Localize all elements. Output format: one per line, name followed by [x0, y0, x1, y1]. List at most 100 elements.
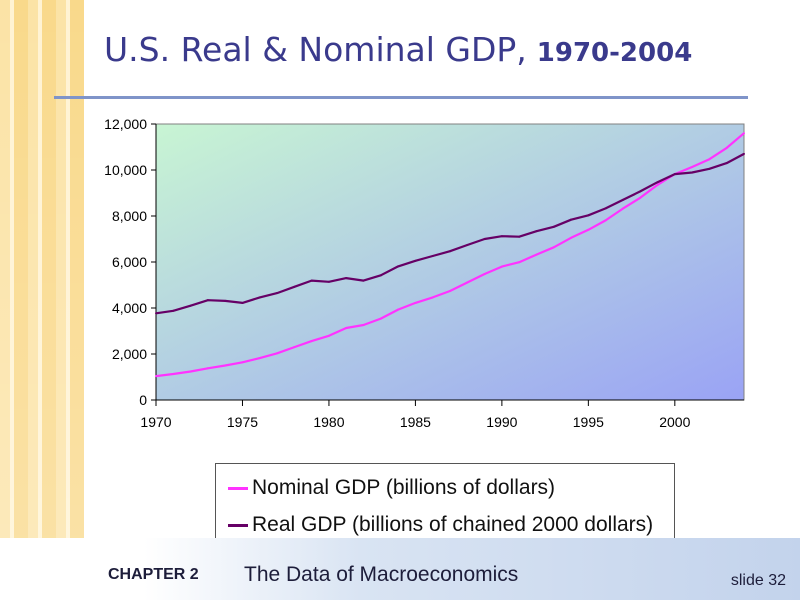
data-point-real [570, 218, 573, 221]
data-point-nominal [449, 289, 451, 292]
chapter-label: CHAPTER 2 [108, 566, 199, 583]
data-point-nominal [276, 352, 279, 355]
x-tick-label: 1980 [313, 414, 344, 430]
data-point-nominal [587, 228, 590, 231]
data-point-real [466, 243, 469, 246]
x-tick-label: 1995 [573, 414, 604, 430]
y-tick-label: 6,000 [112, 254, 147, 270]
data-point-nominal [743, 132, 745, 135]
data-point-nominal [691, 166, 694, 169]
data-point-nominal [621, 207, 624, 210]
slide-number: slide 32 [730, 572, 786, 589]
x-tick-label: 1975 [227, 414, 258, 430]
legend-label-nominal: Nominal GDP (billions of dollars) [252, 476, 556, 499]
data-point-real [431, 255, 434, 258]
data-point-nominal [310, 340, 313, 343]
data-point-real [743, 152, 745, 155]
data-point-nominal [258, 357, 261, 360]
data-point-real [293, 285, 296, 288]
data-point-real [189, 304, 192, 307]
legend-swatch-nominal [228, 486, 248, 490]
data-point-real [587, 214, 590, 217]
data-point-real [397, 265, 400, 268]
data-point-real [621, 198, 624, 201]
data-point-nominal [552, 246, 555, 249]
chapter-title: The Data of Macroeconomics [244, 563, 519, 586]
slide-title-years: 1970-2004 [536, 38, 693, 68]
data-point-nominal [397, 308, 400, 311]
data-point-real [258, 296, 261, 299]
data-point-nominal [206, 367, 209, 370]
legend-item-real: Real GDP (billions of chained 2000 dolla… [228, 510, 653, 540]
data-point-real [327, 280, 330, 283]
data-point-real [673, 173, 676, 176]
legend-swatch-real [228, 523, 248, 527]
y-tick-label: 10,000 [104, 162, 147, 178]
data-point-nominal [345, 327, 348, 330]
data-point-nominal [708, 158, 711, 161]
data-point-real [310, 279, 313, 282]
data-point-nominal [500, 265, 503, 268]
data-point-real [362, 279, 365, 282]
data-point-real [500, 235, 503, 238]
data-point-real [535, 230, 538, 233]
y-axis: 0 2,000 4,000 6,000 8,000 10,000 12,000 [104, 116, 157, 408]
data-point-real [241, 301, 244, 304]
chart-legend: Nominal GDP (billions of dollars) Real G… [215, 463, 675, 546]
y-tick-label: 8,000 [112, 208, 147, 224]
data-point-real [639, 190, 642, 193]
y-tick-label: 4,000 [112, 300, 147, 316]
data-point-nominal [327, 334, 330, 337]
data-point-nominal [570, 236, 573, 239]
data-point-nominal [414, 301, 417, 304]
data-point-nominal [241, 361, 244, 364]
data-point-nominal [172, 373, 175, 376]
data-point-nominal [518, 261, 521, 264]
decorative-stripe [0, 0, 84, 600]
data-point-nominal [639, 196, 642, 199]
data-point-nominal [224, 364, 227, 367]
title-underline [54, 96, 748, 99]
data-point-nominal [293, 346, 296, 349]
y-tick-label: 2,000 [112, 346, 147, 362]
data-point-nominal [189, 370, 192, 373]
data-point-real [206, 299, 209, 302]
legend-label-real: Real GDP (billions of chained 2000 dolla… [252, 513, 654, 536]
x-tick-label: 1985 [400, 414, 431, 430]
data-point-real [708, 167, 711, 170]
data-point-nominal [379, 317, 382, 320]
slide-title: U.S. Real & Nominal GDP, 1970-2004 [104, 30, 692, 69]
data-point-nominal [483, 272, 486, 275]
data-point-real [552, 225, 555, 228]
data-point-real [691, 171, 694, 174]
data-point-nominal [604, 219, 607, 222]
data-point-nominal [535, 253, 538, 256]
data-point-nominal [725, 146, 728, 149]
x-tick-label: 1970 [140, 414, 171, 430]
data-point-nominal [362, 324, 365, 327]
data-point-real [379, 274, 382, 277]
x-tick-label: 1990 [486, 414, 517, 430]
data-point-real [656, 181, 659, 184]
data-point-nominal [656, 183, 659, 186]
data-point-real [604, 207, 607, 210]
series-layer [155, 132, 745, 378]
x-axis: 1970 1975 1980 1985 1990 1995 2000 [140, 399, 744, 430]
x-tick-label: 2000 [659, 414, 690, 430]
data-point-real [414, 259, 417, 262]
data-point-real [172, 309, 175, 312]
data-point-real [345, 277, 348, 280]
y-tick-label: 0 [139, 392, 147, 408]
data-point-real [483, 238, 486, 240]
data-point-nominal [466, 281, 469, 284]
data-point-nominal [155, 375, 157, 378]
slide-title-main: U.S. Real & Nominal GDP, [104, 30, 527, 69]
data-point-real [725, 162, 728, 165]
plot-area [155, 123, 745, 401]
data-point-real [449, 250, 451, 253]
footer-bar [0, 538, 800, 600]
data-point-real [276, 292, 279, 295]
y-tick-label: 12,000 [104, 116, 147, 132]
data-point-real [224, 299, 227, 302]
